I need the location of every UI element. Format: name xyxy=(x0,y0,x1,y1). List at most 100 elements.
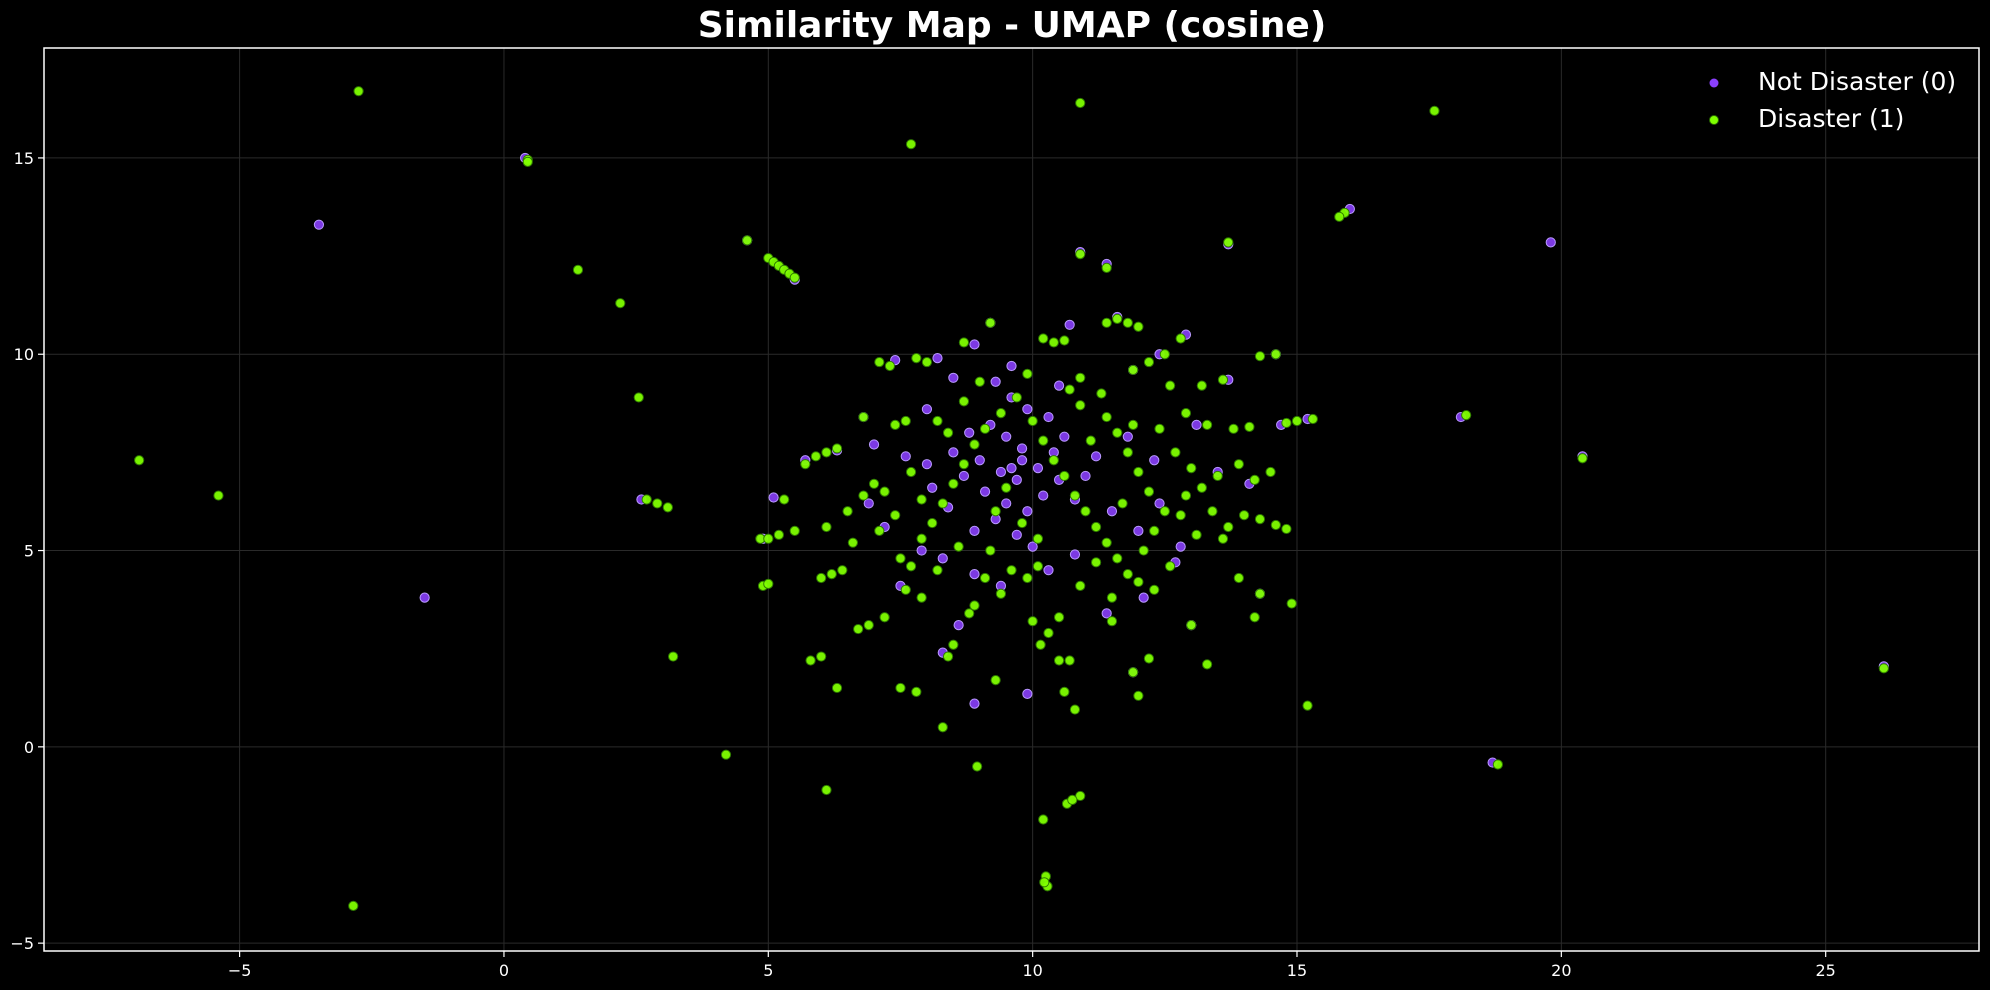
data-point-disaster xyxy=(773,529,784,540)
data-point-not-disaster xyxy=(1101,608,1112,619)
series-layer xyxy=(134,86,1889,911)
legend-marker-disaster xyxy=(1709,115,1719,125)
data-point-disaster xyxy=(1254,514,1266,525)
data-point-not-disaster xyxy=(969,698,980,709)
data-point-disaster xyxy=(1011,392,1022,403)
data-point-not-disaster xyxy=(927,482,938,493)
data-point-disaster xyxy=(1149,525,1160,537)
data-point-disaster xyxy=(948,639,959,650)
data-point-disaster xyxy=(1223,237,1234,248)
data-point-disaster xyxy=(1027,415,1038,427)
data-point-disaster xyxy=(953,541,964,552)
data-point-disaster xyxy=(1122,447,1133,458)
grid-layer xyxy=(44,48,1979,951)
data-point-not-disaster xyxy=(948,447,959,458)
data-point-disaster xyxy=(353,86,364,97)
data-point-disaster xyxy=(1133,690,1144,701)
x-tick-label: −5 xyxy=(228,961,252,980)
data-point-disaster xyxy=(1223,521,1234,533)
data-point-disaster xyxy=(1492,759,1503,770)
data-point-disaster xyxy=(800,459,811,470)
data-point-not-disaster xyxy=(1043,565,1054,576)
data-point-disaster xyxy=(879,486,890,497)
data-point-disaster xyxy=(1067,794,1078,805)
data-point-disaster xyxy=(1038,814,1049,825)
data-point-not-disaster xyxy=(1122,431,1133,442)
data-point-disaster xyxy=(789,272,800,283)
data-point-disaster xyxy=(615,298,626,309)
data-point-not-disaster xyxy=(868,439,880,450)
data-point-disaster xyxy=(1038,333,1049,344)
data-point-disaster xyxy=(1048,337,1059,348)
data-point-disaster xyxy=(979,423,991,434)
data-point-disaster xyxy=(1032,533,1044,544)
data-point-disaster xyxy=(937,498,948,509)
data-point-disaster xyxy=(985,545,996,556)
data-point-disaster xyxy=(1006,565,1017,576)
data-point-disaster xyxy=(900,415,911,427)
data-point-disaster xyxy=(1461,409,1472,421)
data-point-disaster xyxy=(1207,506,1218,517)
data-point-disaster xyxy=(1022,572,1033,584)
x-tick-label: 5 xyxy=(763,961,773,980)
data-point-not-disaster xyxy=(1001,431,1012,442)
data-point-disaster xyxy=(1090,521,1102,533)
data-point-disaster xyxy=(932,415,943,427)
data-point-not-disaster xyxy=(1006,360,1017,372)
data-point-disaster xyxy=(995,588,1007,599)
data-point-not-disaster xyxy=(1053,380,1065,391)
data-point-disaster xyxy=(522,156,533,167)
data-point-not-disaster xyxy=(969,339,980,350)
data-point-disaster xyxy=(1270,349,1281,360)
data-point-disaster xyxy=(1202,659,1213,670)
data-point-disaster xyxy=(921,356,933,368)
data-point-not-disaster xyxy=(419,592,430,603)
data-point-disaster xyxy=(1032,561,1044,572)
data-point-not-disaster xyxy=(313,219,325,230)
x-tick-label: 15 xyxy=(1287,961,1307,980)
data-point-disaster xyxy=(905,139,917,150)
data-point-disaster xyxy=(572,264,584,275)
data-point-disaster xyxy=(1228,423,1239,434)
data-point-not-disaster xyxy=(1090,451,1102,462)
data-point-disaster xyxy=(816,651,827,662)
data-point-disaster xyxy=(1101,317,1112,328)
data-point-not-disaster xyxy=(932,353,943,364)
data-point-disaster xyxy=(1878,663,1889,674)
data-point-disaster xyxy=(969,600,980,611)
data-point-disaster xyxy=(995,408,1007,419)
data-point-disaster xyxy=(985,317,996,328)
data-point-disaster xyxy=(1143,653,1155,664)
data-point-not-disaster xyxy=(863,498,874,509)
data-point-not-disaster xyxy=(1175,541,1186,552)
data-point-disaster xyxy=(1159,349,1170,360)
legend-label-disaster: Disaster (1) xyxy=(1758,104,1904,133)
data-point-disaster xyxy=(1064,655,1075,666)
chart-title: Similarity Map - UMAP (cosine) xyxy=(698,5,1327,46)
data-point-disaster xyxy=(1249,612,1260,623)
data-point-disaster xyxy=(847,537,858,548)
data-point-not-disaster xyxy=(1027,541,1038,552)
data-point-disaster xyxy=(1217,374,1229,385)
data-point-disaster xyxy=(1254,351,1266,362)
data-point-disaster xyxy=(858,411,869,423)
data-point-disaster xyxy=(213,490,224,501)
data-point-disaster xyxy=(1059,686,1070,697)
data-point-disaster xyxy=(837,565,848,576)
data-point-disaster xyxy=(1233,572,1244,584)
data-point-disaster xyxy=(1191,529,1202,540)
data-point-disaster xyxy=(879,612,890,623)
data-point-disaster xyxy=(1127,419,1139,431)
data-point-disaster xyxy=(1212,470,1223,482)
data-point-disaster xyxy=(1239,510,1250,521)
data-point-not-disaster xyxy=(1016,455,1028,466)
data-point-not-disaster xyxy=(1016,443,1028,454)
data-point-disaster xyxy=(1085,435,1096,446)
data-point-disaster xyxy=(1001,482,1012,493)
data-point-disaster xyxy=(932,565,943,576)
data-point-disaster xyxy=(1307,413,1318,425)
data-point-disaster xyxy=(1217,533,1229,544)
data-point-disaster xyxy=(826,568,837,580)
data-point-not-disaster xyxy=(1138,592,1149,603)
